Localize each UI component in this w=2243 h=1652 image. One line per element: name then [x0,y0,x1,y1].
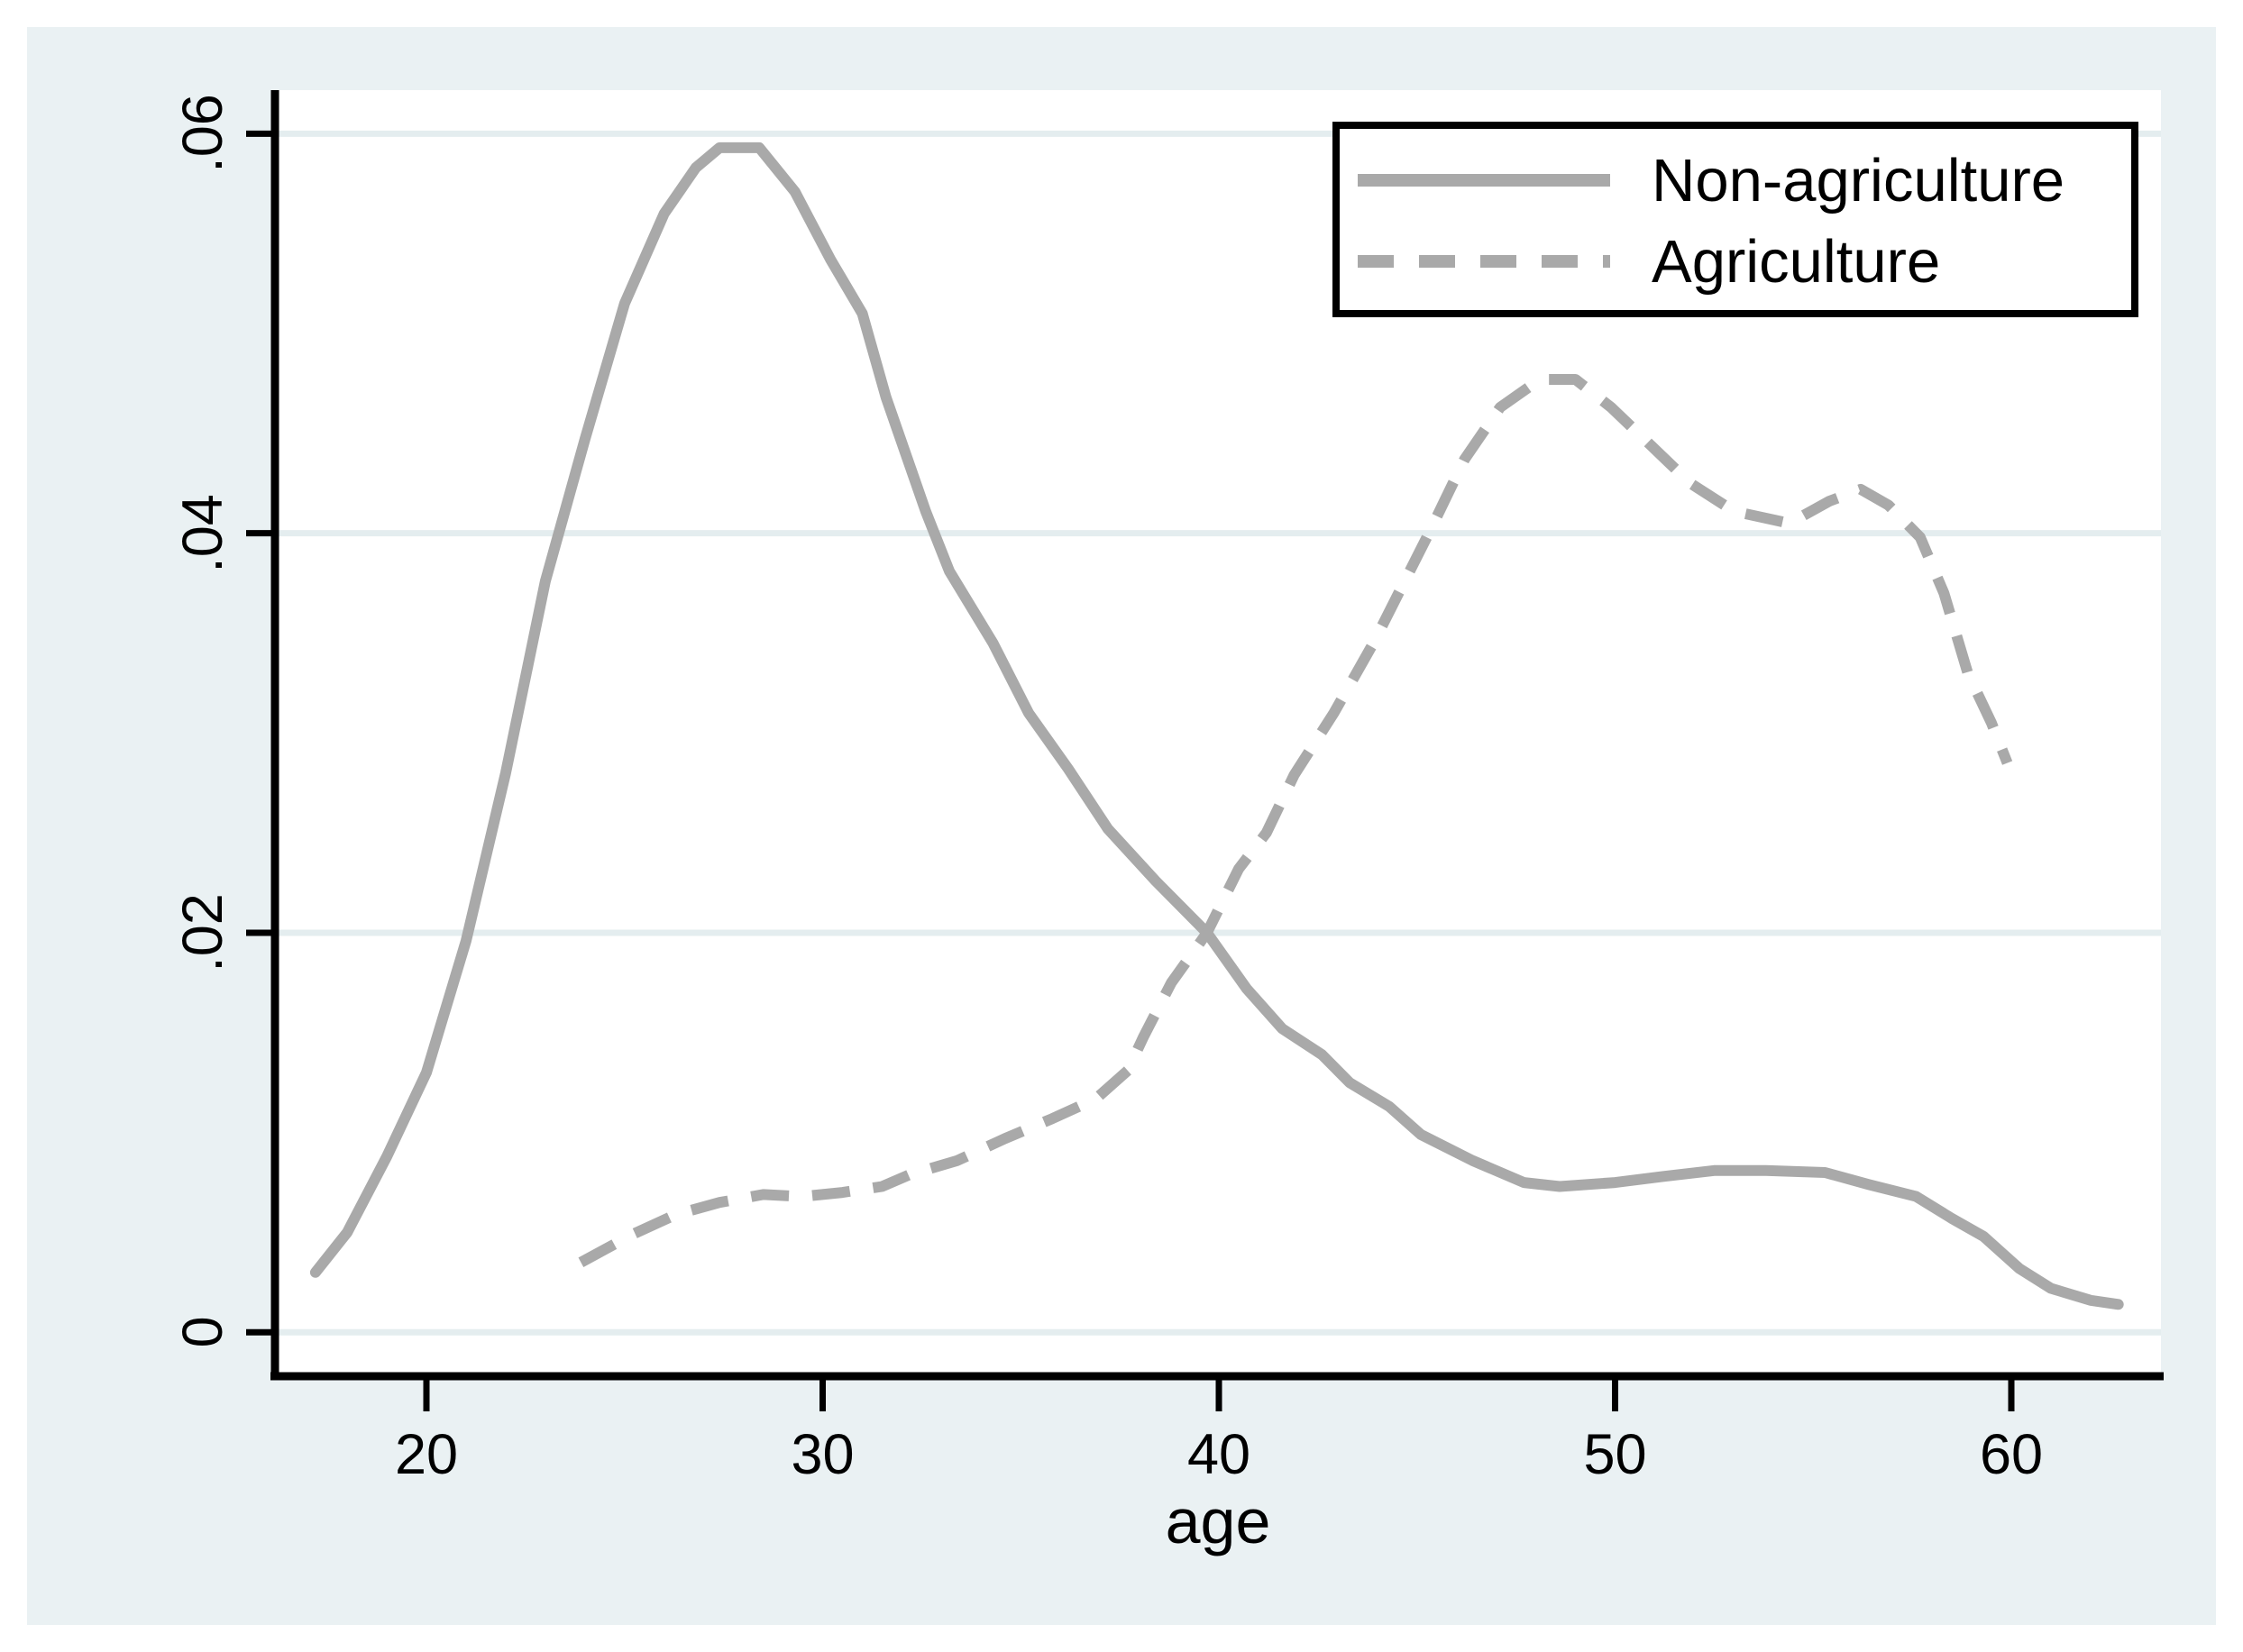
y-tick-label: 0 [171,1316,234,1348]
dashed-line-sample [1358,255,1610,268]
legend-label: Non-agriculture [1652,146,2065,214]
legend-item-agriculture: Agriculture [1340,221,2131,302]
x-tick-label: 30 [791,1423,855,1486]
x-tick-label: 60 [1979,1423,2044,1486]
x-tick-label: 20 [394,1423,459,1486]
y-tick-label: .06 [171,94,234,174]
y-tick-label: .04 [171,493,234,573]
y-axis-ticks [246,130,271,1336]
solid-line-sample [1358,174,1610,187]
x-axis-title: age [1165,1486,1271,1556]
x-tick-label: 50 [1583,1423,1647,1486]
x-axis-ticks [423,1380,2015,1411]
y-tick-label: .02 [171,893,234,972]
legend-label: Agriculture [1652,227,1941,296]
legend-item-nonagriculture: Non-agriculture [1340,140,2131,221]
legend: Non-agriculture Agriculture [1332,122,2138,317]
x-tick-label: 40 [1186,1423,1251,1486]
nonagriculture-curve [309,141,2124,1310]
